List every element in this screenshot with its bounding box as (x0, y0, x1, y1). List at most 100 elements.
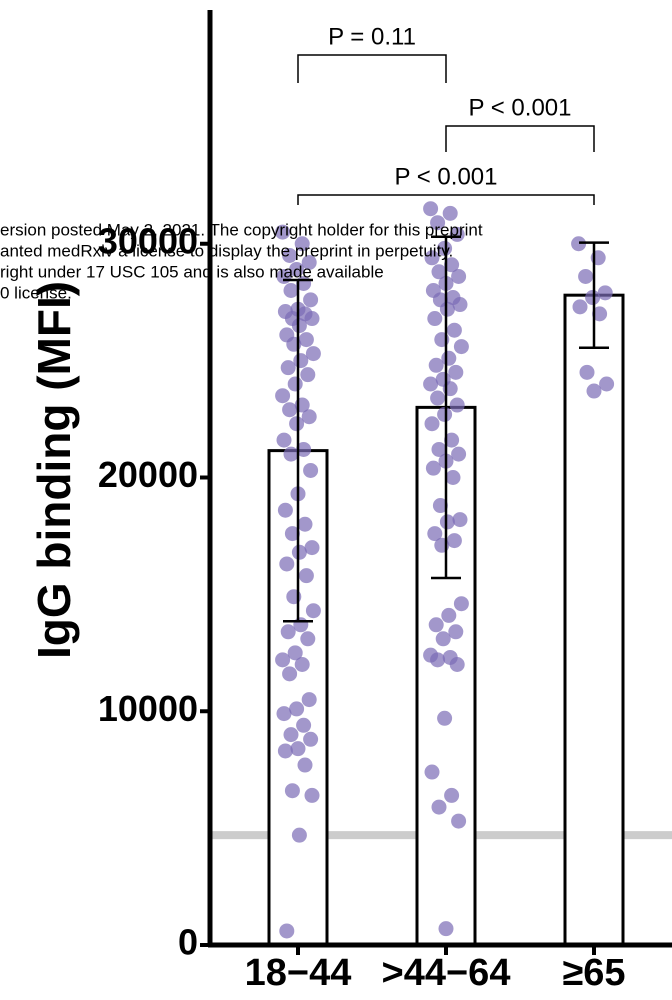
data-point (424, 764, 440, 780)
data-point (303, 731, 319, 747)
y-axis-label: IgG binding (MFI) (28, 281, 80, 659)
data-point (599, 376, 615, 392)
data-point (439, 301, 455, 317)
data-point (287, 376, 303, 392)
significance-bracket (297, 194, 595, 205)
data-point (431, 799, 447, 815)
bar (563, 293, 625, 947)
data-point (585, 290, 601, 306)
data-point (296, 717, 312, 733)
data-point (284, 783, 300, 799)
data-point (305, 603, 321, 619)
data-point (579, 364, 595, 380)
data-point (452, 297, 468, 313)
data-point (451, 813, 467, 829)
data-point (448, 364, 464, 380)
data-point (449, 657, 465, 672)
data-point (427, 311, 443, 327)
data-point (441, 350, 457, 366)
data-point (437, 710, 453, 726)
data-point (289, 416, 305, 432)
data-point (305, 346, 321, 362)
y-tick-label: 10000 (98, 688, 198, 729)
significance-bracket (297, 54, 447, 83)
data-point (297, 516, 313, 532)
data-point (291, 544, 307, 560)
data-point (451, 446, 467, 462)
watermark: right under 17 USC 105 and is also made … (0, 262, 384, 281)
data-point (578, 268, 594, 284)
data-point (293, 617, 309, 633)
data-point (592, 306, 608, 322)
data-point (435, 631, 451, 647)
data-point (300, 367, 316, 383)
data-point (289, 701, 305, 717)
data-point (298, 332, 314, 348)
data-point (424, 416, 440, 432)
data-point (297, 757, 313, 773)
data-point (441, 607, 457, 623)
data-point (303, 462, 319, 478)
data-point (280, 360, 296, 376)
data-point (586, 383, 602, 399)
data-point (290, 741, 306, 757)
data-point (304, 540, 320, 556)
data-point (442, 205, 458, 221)
data-point (437, 406, 453, 422)
data-point (597, 285, 613, 301)
x-tick-label: ≥65 (562, 952, 625, 994)
data-point (275, 224, 291, 240)
data-point (423, 376, 439, 392)
watermark: 0 license. (0, 283, 72, 302)
data-point (280, 624, 296, 640)
data-point (291, 827, 307, 843)
x-tick-label: >44−64 (382, 952, 511, 994)
data-point (438, 921, 454, 937)
data-point (449, 226, 465, 242)
data-point (296, 441, 312, 457)
data-point (275, 652, 291, 668)
data-point (276, 706, 292, 722)
data-point (425, 460, 441, 476)
data-point (279, 923, 295, 939)
data-point (452, 512, 468, 528)
x-tick-label: 18−44 (245, 952, 352, 994)
data-point (294, 236, 310, 252)
significance-label: P < 0.001 (395, 163, 498, 190)
data-point (275, 388, 291, 404)
data-point (444, 432, 460, 448)
data-point (291, 318, 307, 334)
significance-label: P = 0.11 (328, 23, 416, 50)
data-point (431, 264, 447, 280)
data-point (430, 652, 446, 668)
data-point (427, 526, 443, 542)
data-point (301, 692, 317, 708)
data-point (300, 631, 316, 647)
data-point (283, 727, 299, 743)
data-point (451, 268, 467, 284)
data-point (445, 470, 461, 485)
data-point (276, 432, 292, 448)
data-point (572, 299, 588, 315)
data-point (303, 292, 319, 308)
data-point (289, 261, 305, 277)
data-point (430, 390, 446, 406)
data-point (287, 645, 303, 661)
data-point (301, 254, 317, 270)
data-point (282, 247, 298, 263)
data-point (284, 526, 300, 542)
data-point (283, 446, 299, 462)
data-point (282, 402, 298, 418)
y-tick-label: 30000 (98, 220, 198, 261)
data-point (424, 250, 440, 266)
data-point (301, 409, 317, 425)
data-point (277, 743, 293, 759)
data-point (431, 441, 447, 457)
data-point (428, 357, 444, 373)
significance-label: P < 0.001 (469, 94, 572, 121)
data-point (279, 556, 295, 572)
data-point (444, 787, 460, 803)
data-point (432, 498, 448, 514)
data-point (453, 339, 469, 355)
